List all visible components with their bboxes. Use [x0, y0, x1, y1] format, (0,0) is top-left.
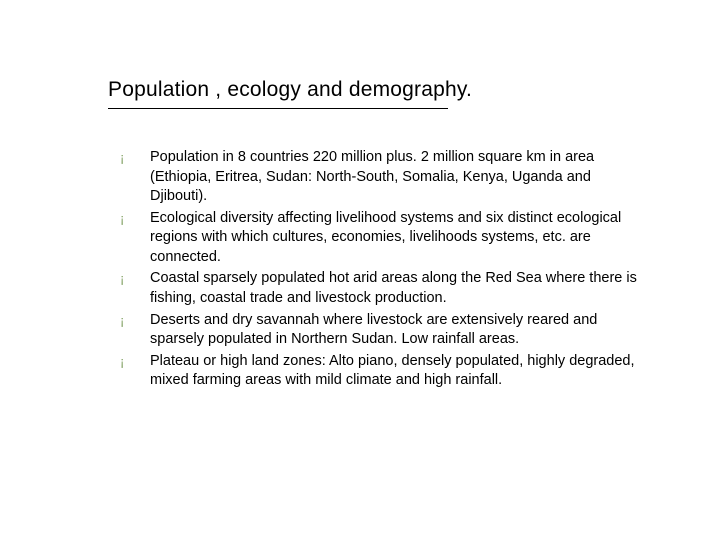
slide-title: Population , ecology and demography. — [108, 78, 472, 102]
bullet-text: Deserts and dry savannah where livestock… — [150, 311, 640, 350]
title-underline — [108, 108, 448, 109]
list-item: ¡ Coastal sparsely populated hot arid ar… — [120, 269, 640, 308]
bullet-list: ¡ Population in 8 countries 220 million … — [120, 148, 640, 393]
list-item: ¡ Population in 8 countries 220 million … — [120, 148, 640, 207]
bullet-icon: ¡ — [120, 311, 150, 330]
list-item: ¡ Plateau or high land zones: Alto piano… — [120, 352, 640, 391]
bullet-text: Population in 8 countries 220 million pl… — [150, 148, 640, 207]
list-item: ¡ Deserts and dry savannah where livesto… — [120, 311, 640, 350]
bullet-icon: ¡ — [120, 148, 150, 167]
bullet-icon: ¡ — [120, 209, 150, 228]
bullet-text: Coastal sparsely populated hot arid area… — [150, 269, 640, 308]
bullet-icon: ¡ — [120, 269, 150, 288]
bullet-icon: ¡ — [120, 352, 150, 371]
bullet-text: Ecological diversity affecting livelihoo… — [150, 209, 640, 268]
bullet-text: Plateau or high land zones: Alto piano, … — [150, 352, 640, 391]
list-item: ¡ Ecological diversity affecting livelih… — [120, 209, 640, 268]
slide: Population , ecology and demography. ¡ P… — [0, 0, 720, 540]
